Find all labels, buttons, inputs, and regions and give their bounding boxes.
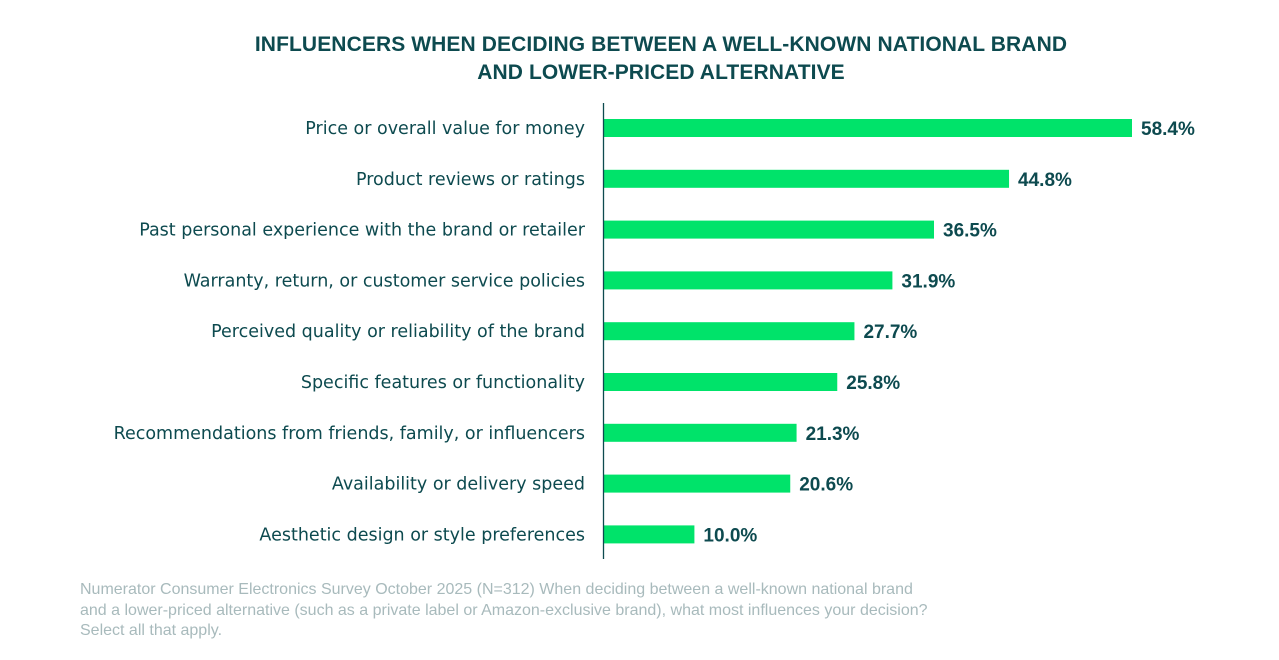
footnote-line-2: and a lower-priced alternative (such as … [80,601,928,619]
category-label: Perceived quality or reliability of the … [211,322,585,342]
bar [604,474,791,493]
value-label: 21.3% [806,424,860,445]
value-label: 44.8% [1018,170,1072,191]
category-label: Past personal experience with the brand … [139,221,586,241]
category-label: Recommendations from friends, family, or… [114,424,585,444]
footnote-line-1: Numerator Consumer Electronics Survey Oc… [80,581,913,598]
bar [604,525,695,544]
bar [604,220,934,239]
footnote: Numerator Consumer Electronics Survey Oc… [80,580,1080,642]
category-label: Product reviews or ratings [356,170,585,190]
chart-title: INFLUENCERS WHEN DECIDING BETWEEN A WELL… [0,31,1279,87]
value-label: 36.5% [943,221,997,242]
value-label: 31.9% [901,271,955,292]
value-label: 27.7% [863,322,917,343]
value-label: 20.6% [799,475,853,496]
bar [604,373,838,391]
category-label: Warranty, return, or customer service po… [184,271,585,291]
bar [604,169,1010,188]
category-label: Availability or delivery speed [332,475,585,495]
bar [604,423,797,442]
category-label: Price or overall value for money [305,119,585,139]
value-label: 10.0% [703,525,757,546]
category-label: Specific features or functionality [301,373,585,393]
value-label: 25.8% [846,373,900,394]
bar [604,271,893,290]
footnote-line-3: Select all that apply. [80,622,223,639]
value-label: 58.4% [1141,119,1195,140]
chart-title-line-1: INFLUENCERS WHEN DECIDING BETWEEN A WELL… [254,33,1068,56]
category-label: Aesthetic design or style preferences [259,525,585,545]
bar [604,322,855,341]
bar [604,119,1132,137]
bar-chart: Price or overall value for money 58.4% Pro… [114,103,1195,559]
chart-title-line-2: AND LOWER-PRICED ALTERNATIVE [477,61,845,84]
